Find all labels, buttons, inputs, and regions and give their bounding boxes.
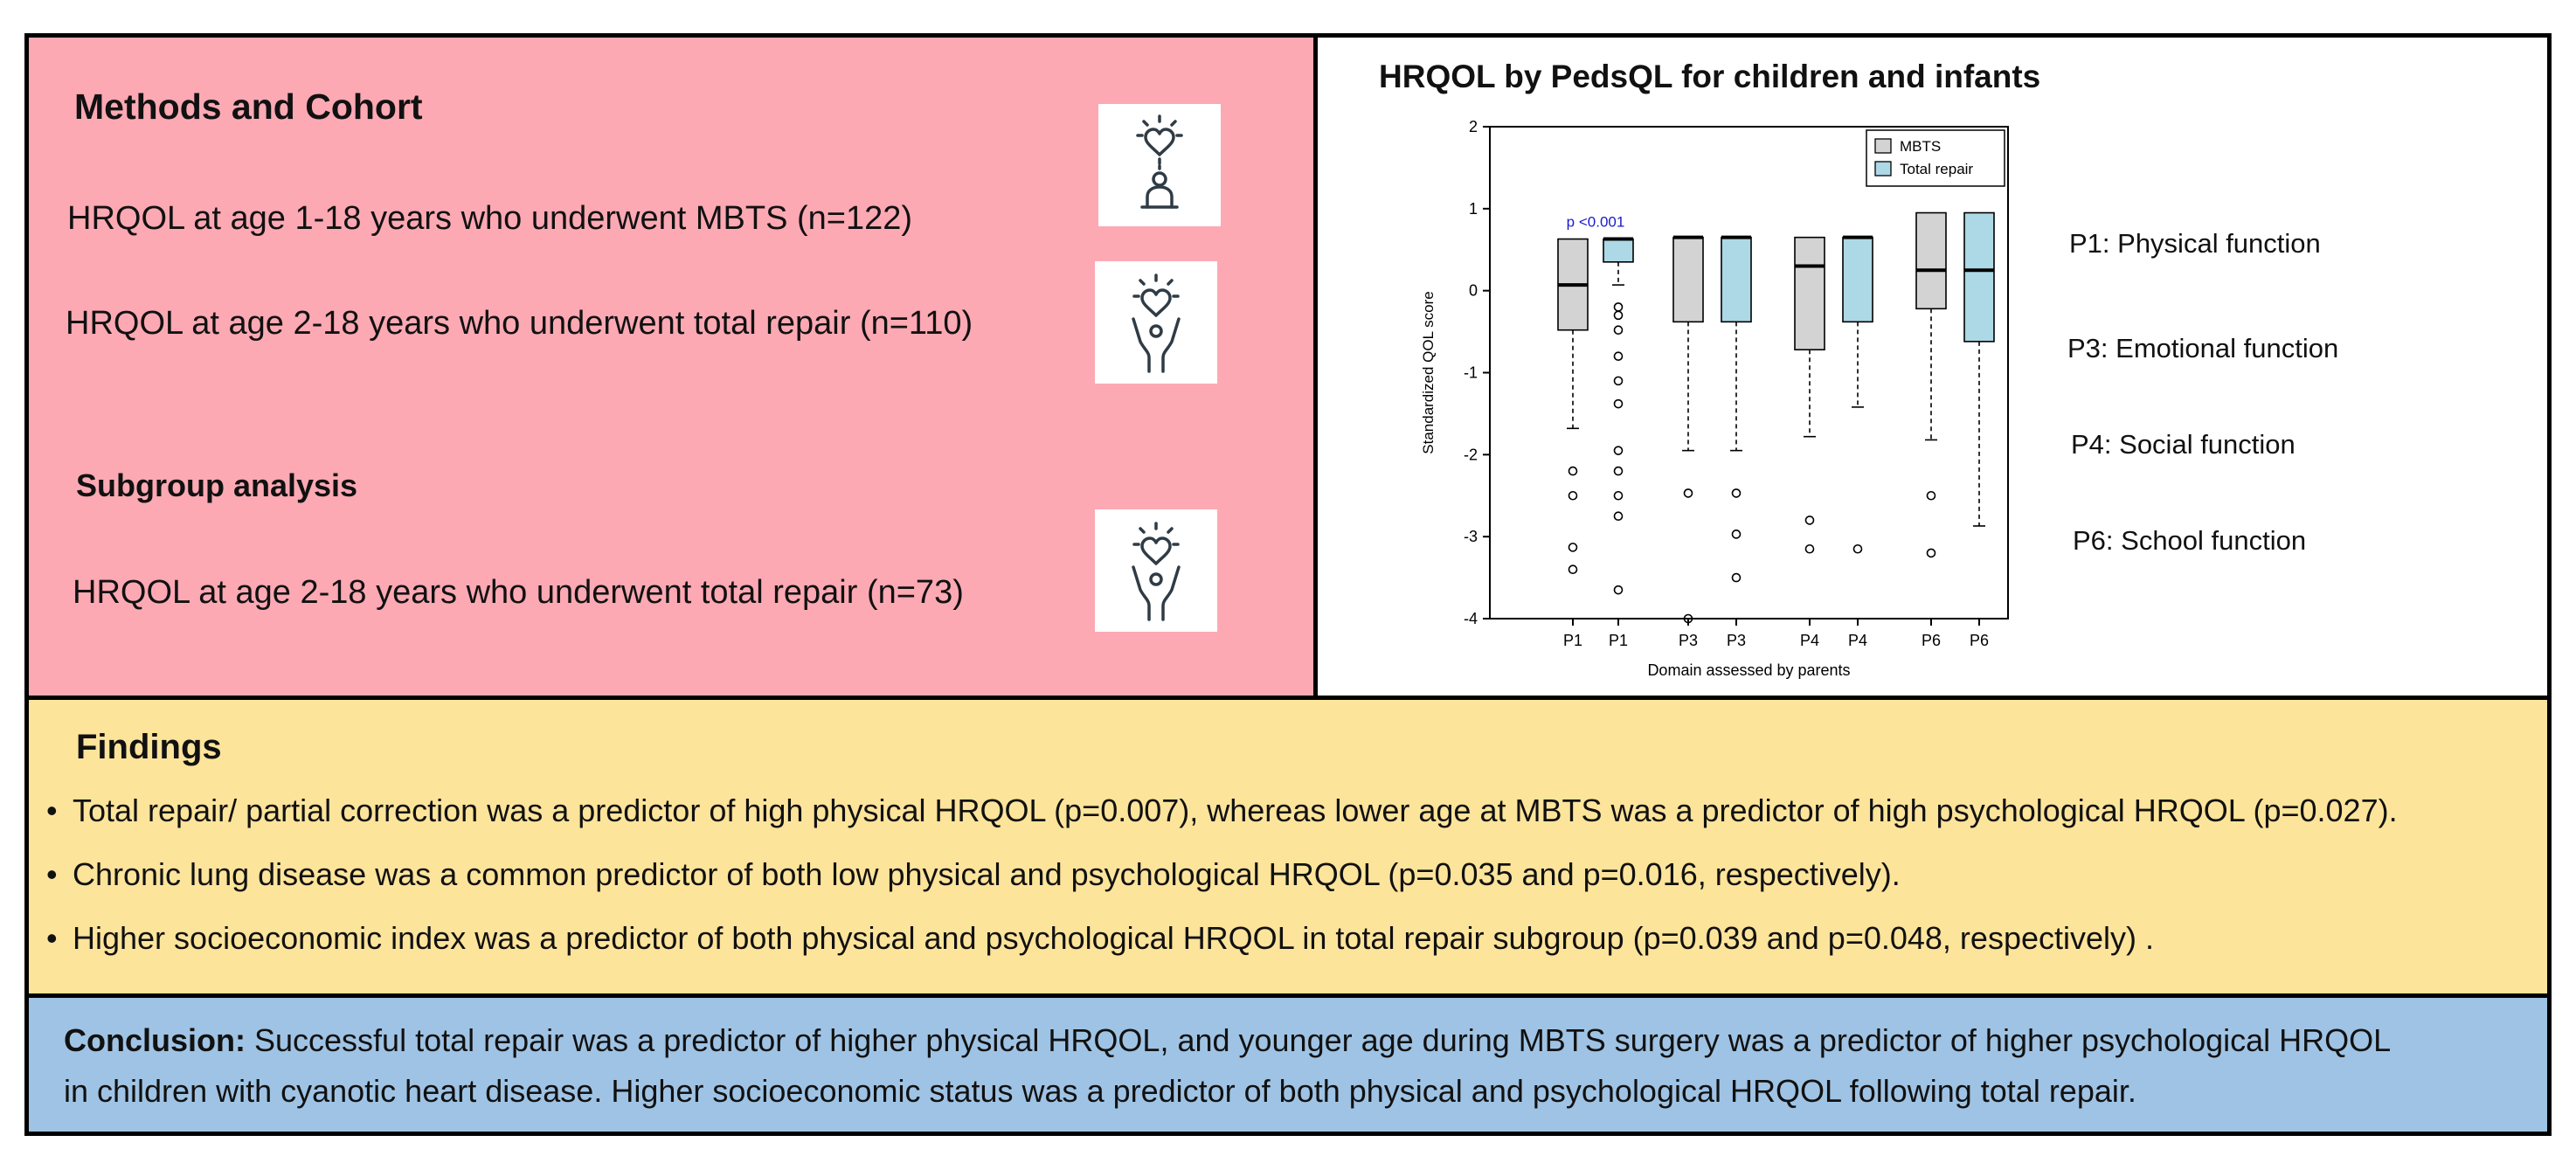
outlier-point [1613, 398, 1624, 409]
findings-title: Findings [76, 728, 222, 766]
p-value-annotation: p <0.001 [1567, 213, 1625, 230]
y-tick-label: 2 [1469, 118, 1478, 135]
outlier-point [1613, 446, 1624, 455]
outlier-point [1613, 325, 1624, 336]
outlier-point [1568, 466, 1578, 476]
heart-hands-icon [1095, 509, 1217, 632]
outlier-point [1613, 511, 1624, 522]
label-p4: P4: Social function [2071, 429, 2296, 460]
outlier-point [1852, 543, 1863, 554]
x-tick-label: P6 [1970, 632, 1989, 649]
conclusion-text-1: Successful total repair was a predictor … [245, 1022, 2392, 1058]
outlier-point [1613, 302, 1624, 312]
y-tick-label: -1 [1464, 364, 1478, 382]
conclusion-label: Conclusion: [64, 1022, 246, 1058]
subgroup-title: Subgroup analysis [76, 467, 358, 503]
conclusion-line-1: Conclusion: Successful total repair was … [64, 1022, 2391, 1059]
outlier-point [1804, 516, 1815, 525]
outlier-point [1613, 585, 1624, 595]
outlier-point [1804, 543, 1815, 554]
outlier-point [1568, 543, 1578, 552]
methods-item-1: HRQOL at age 1-18 years who underwent MB… [67, 200, 913, 237]
finding-item: • Higher socioeconomic index was a predic… [46, 920, 2154, 957]
conclusion-line-2: in children with cyanotic heart disease.… [64, 1073, 2136, 1109]
y-tick-label: 0 [1469, 282, 1478, 300]
box [1721, 236, 1752, 323]
y-axis-label: Standardized QOL score [1420, 291, 1437, 453]
methods-item-3: HRQOL at age 2-18 years who underwent to… [73, 574, 964, 611]
outlier-point [1683, 488, 1693, 498]
y-tick-label: -2 [1464, 446, 1478, 463]
outlier-point [1926, 548, 1936, 558]
outlier-point [1613, 490, 1624, 501]
methods-title: Methods and Cohort [74, 87, 423, 127]
box [1963, 211, 1995, 343]
x-tick-label: P4 [1848, 632, 1867, 649]
x-tick-label: P1 [1563, 632, 1582, 649]
methods-panel: Methods and Cohort HRQOL at age 1-18 yea… [24, 33, 1318, 700]
finding-item: • Chronic lung disease was a common predi… [46, 856, 1901, 893]
y-tick-label: -3 [1464, 528, 1478, 545]
bullet: • [46, 856, 58, 892]
y-tick-label: -4 [1464, 610, 1478, 627]
legend-label: MBTS [1900, 138, 1941, 155]
boxplot-chart: -4 -3 -2 -1 0 1 2 Standardized QOL score Domain … [1420, 118, 2009, 679]
x-tick-label: P3 [1727, 632, 1746, 649]
finding-text: Chronic lung disease was a common predic… [73, 856, 1901, 892]
box [1603, 238, 1634, 263]
heart-person-icon [1098, 104, 1221, 226]
x-axis-label: Domain assessed by parents [1647, 661, 1850, 679]
outlier-point [1613, 351, 1624, 362]
box [1794, 236, 1825, 351]
bullet: • [46, 793, 58, 828]
outlier-point [1613, 310, 1624, 321]
outlier-point [1926, 490, 1936, 501]
label-p1: P1: Physical function [2069, 228, 2321, 259]
chart-panel: HRQOL by PedsQL for children and infants… [1313, 33, 2552, 700]
outlier-point [1731, 572, 1742, 583]
x-tick-label: P6 [1922, 632, 1941, 649]
conclusion-panel: Conclusion: Successful total repair was … [24, 993, 2552, 1136]
outlier-point [1683, 613, 1693, 624]
legend-swatch [1874, 138, 1892, 154]
plot-frame [1489, 126, 2009, 620]
box [1842, 236, 1873, 323]
heart-hands-icon [1095, 261, 1217, 384]
finding-item: • Total repair/ partial correction was a … [46, 793, 2398, 829]
label-p6: P6: School function [2073, 525, 2307, 556]
findings-panel: Findings • Total repair/ partial correcti… [24, 696, 2552, 998]
legend-swatch [1874, 161, 1892, 177]
outlier-point [1613, 376, 1624, 386]
box [1672, 236, 1704, 323]
finding-text: Higher socioeconomic index was a predict… [73, 920, 2154, 956]
label-p3: P3: Emotional function [2067, 333, 2339, 363]
x-tick-label: P1 [1609, 632, 1628, 649]
outlier-point [1568, 490, 1578, 501]
outlier-point [1731, 530, 1742, 539]
outlier-point [1568, 564, 1578, 575]
y-tick-label: 1 [1469, 200, 1478, 218]
bullet: • [46, 920, 58, 956]
x-tick-label: P3 [1679, 632, 1698, 649]
outlier-point [1613, 466, 1624, 476]
chart-title: HRQOL by PedsQL for children and infants [1379, 59, 2041, 94]
box [1915, 211, 1947, 310]
finding-text: Total repair/ partial correction was a p… [73, 793, 2398, 828]
legend-label: Total repair [1900, 161, 1973, 177]
outlier-point [1731, 488, 1742, 498]
methods-item-2: HRQOL at age 2-18 years who underwent to… [66, 305, 973, 342]
x-tick-label: P4 [1800, 632, 1819, 649]
